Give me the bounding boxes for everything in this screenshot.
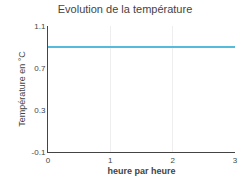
svg-text:Température en °C: Température en °C — [17, 51, 27, 127]
svg-text:3: 3 — [233, 156, 238, 165]
svg-text:1: 1 — [108, 156, 113, 165]
svg-text:1.1: 1.1 — [34, 22, 46, 31]
svg-text:heure par heure: heure par heure — [107, 166, 175, 176]
svg-text:Evolution de la température: Evolution de la température — [58, 3, 193, 15]
svg-text:0.7: 0.7 — [34, 64, 46, 73]
svg-text:-0.1: -0.1 — [32, 148, 46, 157]
svg-text:0: 0 — [46, 156, 51, 165]
svg-text:0.3: 0.3 — [34, 106, 46, 115]
svg-text:2: 2 — [170, 156, 175, 165]
